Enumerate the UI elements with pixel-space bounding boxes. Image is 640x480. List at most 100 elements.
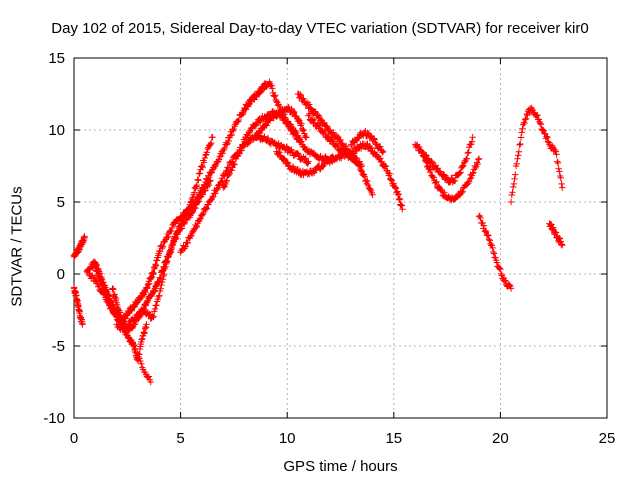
data-point — [238, 144, 245, 152]
data-point — [145, 373, 153, 380]
data-point — [195, 197, 202, 205]
data-point — [161, 237, 169, 245]
y-tick-label: 0 — [57, 266, 65, 283]
data-point — [365, 181, 372, 189]
data-point — [306, 101, 313, 108]
data-point — [330, 129, 337, 136]
data-point — [287, 126, 294, 134]
data-point — [198, 212, 206, 220]
data-point — [514, 152, 522, 159]
data-point — [544, 134, 551, 141]
data-point — [132, 345, 139, 353]
data-point — [333, 143, 341, 150]
data-point — [158, 244, 166, 252]
data-point — [490, 248, 497, 256]
data-point — [190, 189, 198, 196]
data-point — [363, 180, 370, 188]
data-point — [227, 132, 234, 139]
data-point — [309, 116, 316, 123]
data-point — [554, 158, 561, 165]
data-point — [256, 129, 264, 137]
y-tick-label: -10 — [43, 410, 65, 427]
data-point — [150, 269, 157, 277]
y-tick-label: 10 — [48, 122, 65, 139]
data-point — [180, 215, 187, 222]
data-point — [489, 244, 496, 252]
data-point — [151, 305, 159, 313]
data-point — [428, 157, 435, 165]
data-point — [460, 162, 467, 169]
data-point — [508, 191, 515, 199]
data-point — [506, 281, 513, 289]
data-point — [431, 179, 439, 187]
data-point — [135, 353, 142, 360]
data-point — [362, 177, 370, 184]
data-point — [509, 189, 516, 196]
data-point — [194, 176, 201, 183]
data-point — [529, 106, 537, 114]
data-point — [134, 350, 141, 357]
data-point — [79, 321, 86, 328]
data-point — [482, 228, 490, 236]
data-point — [468, 138, 476, 145]
data-point — [271, 92, 279, 99]
data-point — [382, 163, 390, 170]
data-point — [557, 174, 565, 182]
data-point — [195, 177, 202, 184]
data-point — [276, 152, 284, 159]
data-point — [307, 105, 314, 112]
data-point — [440, 171, 447, 178]
data-point — [289, 163, 297, 170]
data-point — [207, 141, 214, 148]
data-point — [300, 126, 307, 134]
data-point — [161, 238, 168, 246]
data-point — [246, 128, 253, 136]
data-point — [303, 100, 310, 108]
data-point — [198, 162, 206, 170]
data-point — [544, 138, 552, 145]
data-point — [379, 148, 387, 155]
data-point — [388, 177, 395, 184]
data-point — [253, 120, 260, 128]
data-point — [205, 173, 213, 181]
data-point — [207, 170, 214, 177]
data-point — [510, 180, 518, 188]
x-tick-label: 0 — [70, 430, 78, 447]
data-point — [357, 163, 364, 171]
data-point — [286, 123, 293, 131]
data-point — [496, 265, 503, 272]
data-point — [301, 132, 309, 140]
data-point — [179, 216, 186, 224]
data-point — [193, 181, 201, 189]
data-point — [212, 190, 219, 197]
y-tick-label: 5 — [57, 194, 65, 211]
data-point — [423, 158, 430, 166]
data-point — [261, 133, 268, 140]
data-point — [269, 85, 276, 92]
data-point — [556, 168, 563, 175]
data-point — [458, 189, 465, 197]
data-point — [458, 162, 466, 170]
data-point — [493, 259, 501, 266]
data-point — [168, 224, 176, 232]
data-point — [469, 134, 476, 141]
x-tick-label: 5 — [176, 430, 184, 447]
data-point — [253, 93, 260, 100]
data-point — [549, 142, 556, 150]
x-tick-label: 25 — [599, 430, 616, 447]
data-point — [201, 187, 208, 195]
x-tick-label: 20 — [492, 430, 509, 447]
data-point — [268, 82, 275, 89]
data-point — [196, 170, 203, 177]
data-point — [523, 110, 530, 118]
data-point — [196, 216, 203, 223]
data-point — [183, 211, 190, 219]
data-point — [193, 224, 200, 231]
data-point — [533, 112, 540, 119]
data-point — [291, 131, 299, 138]
data-point — [464, 149, 471, 157]
data-point — [536, 120, 544, 127]
data-point — [223, 177, 230, 184]
data-point — [357, 167, 365, 174]
data-point — [229, 161, 237, 169]
